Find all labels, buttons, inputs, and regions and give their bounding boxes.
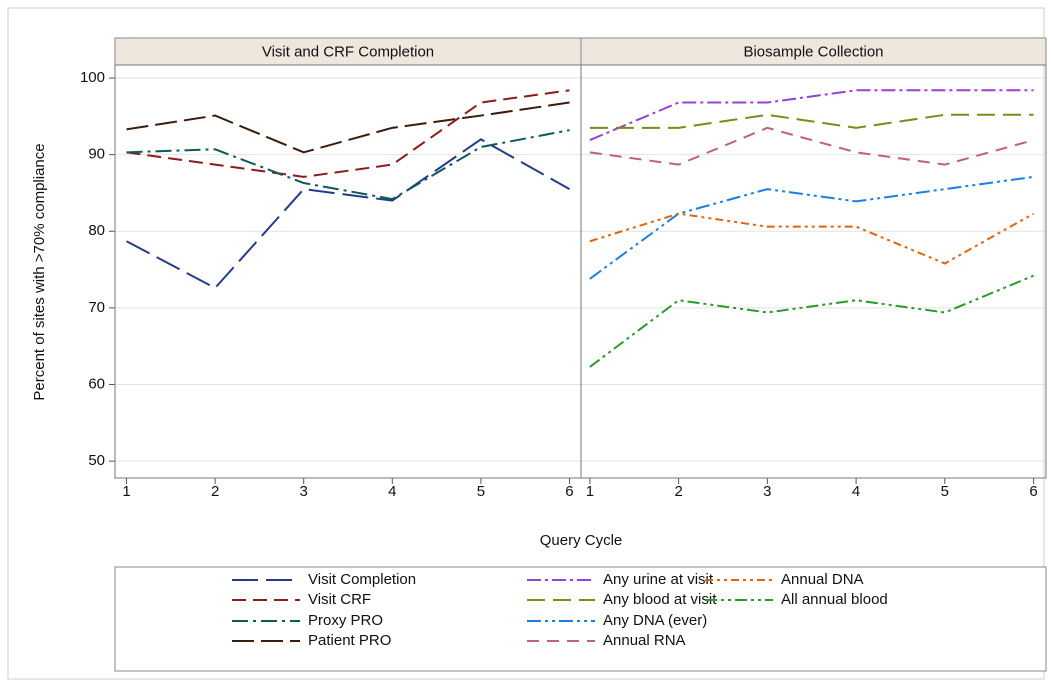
legend-label: Annual RNA bbox=[603, 632, 686, 649]
series-line bbox=[589, 212, 1035, 265]
legend-label: Any blood at visit bbox=[603, 591, 717, 608]
legend-label: Any DNA (ever) bbox=[603, 612, 707, 629]
x-tick-label: 2 bbox=[674, 483, 682, 500]
series-line bbox=[589, 89, 1034, 142]
panel-header bbox=[114, 37, 582, 66]
x-tick-label: 1 bbox=[122, 483, 130, 500]
legend-box bbox=[114, 566, 1047, 672]
series-line bbox=[126, 101, 570, 154]
plot-frame bbox=[580, 64, 1047, 479]
y-tick-label: 70 bbox=[88, 299, 105, 316]
panel-header bbox=[580, 37, 1047, 66]
y-tick-label: 100 bbox=[80, 69, 105, 86]
x-tick-label: 2 bbox=[211, 483, 219, 500]
panel-title: Biosample Collection bbox=[743, 43, 883, 60]
x-tick-label: 3 bbox=[763, 483, 771, 500]
x-tick-label: 6 bbox=[565, 483, 573, 500]
series-line bbox=[126, 138, 570, 290]
x-tick-label: 4 bbox=[388, 483, 396, 500]
series-line bbox=[589, 175, 1034, 280]
x-tick-label: 6 bbox=[1029, 483, 1037, 500]
x-tick-label: 5 bbox=[941, 483, 949, 500]
x-tick-label: 5 bbox=[477, 483, 485, 500]
series-line bbox=[126, 129, 570, 201]
legend-label: All annual blood bbox=[781, 591, 888, 608]
panel-title: Visit and CRF Completion bbox=[262, 43, 434, 60]
series-line bbox=[589, 126, 1034, 166]
y-tick-label: 90 bbox=[88, 146, 105, 163]
y-tick-label: 50 bbox=[88, 452, 105, 469]
legend-label: Visit CRF bbox=[308, 591, 371, 608]
legend-label: Patient PRO bbox=[308, 632, 391, 649]
x-tick-label: 1 bbox=[586, 483, 594, 500]
legend-label: Annual DNA bbox=[781, 571, 864, 588]
x-tick-label: 4 bbox=[852, 483, 860, 500]
x-tick-label: 3 bbox=[300, 483, 308, 500]
legend-label: Any urine at visit bbox=[603, 571, 714, 588]
y-tick-label: 60 bbox=[88, 375, 105, 392]
series-line bbox=[589, 113, 1034, 129]
y-tick-label: 80 bbox=[88, 222, 105, 239]
legend-label: Visit Completion bbox=[308, 571, 416, 588]
series-line bbox=[126, 89, 570, 178]
x-axis-label: Query Cycle bbox=[540, 532, 623, 549]
series-line bbox=[589, 274, 1034, 368]
legend-label: Proxy PRO bbox=[308, 612, 383, 629]
y-axis-label: Percent of sites with >70% compliance bbox=[31, 143, 48, 400]
